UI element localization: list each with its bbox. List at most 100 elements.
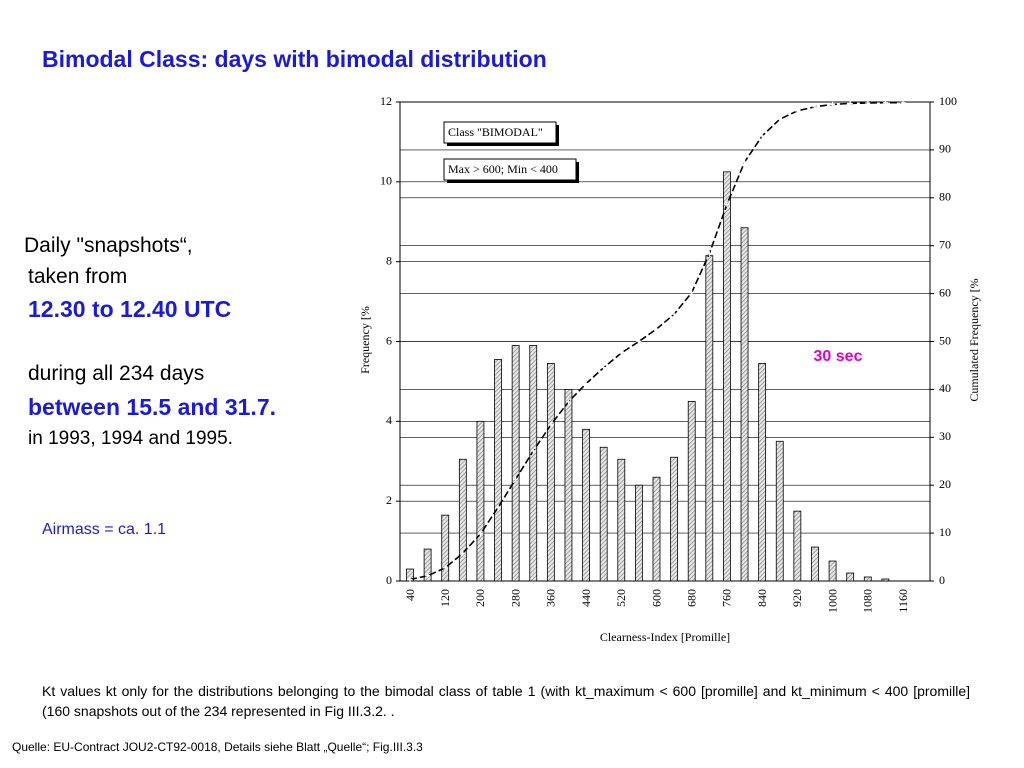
bar [582, 428, 590, 582]
bar [511, 345, 520, 582]
y2-tick-label: 70 [939, 237, 951, 251]
cumulative-marker [636, 339, 642, 344]
annotation: Class "BIMODAL" [448, 125, 543, 139]
x-tick-label: 760 [720, 589, 734, 607]
bar [670, 456, 679, 582]
cumulative-line [409, 101, 903, 581]
bar [652, 476, 661, 582]
x-tick-label: 680 [684, 589, 698, 607]
y-axis-label: Frequency [% [358, 306, 372, 374]
bar [634, 484, 643, 582]
y2-tick-label: 60 [939, 285, 951, 299]
bar [705, 255, 714, 582]
cumulative-marker [900, 100, 906, 106]
cumulative-marker [812, 104, 818, 110]
bar [687, 400, 696, 582]
y-tick-label: 12 [380, 94, 392, 108]
y-tick-label: 0 [386, 573, 392, 587]
y-tick-label: 8 [386, 253, 392, 267]
bar [881, 578, 890, 582]
y2-tick-label: 100 [939, 94, 957, 108]
y-tick-label: 10 [380, 174, 392, 188]
y-tick-label: 6 [386, 333, 392, 347]
x-tick-label: 520 [614, 589, 628, 607]
bar [458, 458, 467, 582]
y-tick-label: 2 [386, 493, 392, 507]
annotation-box [796, 344, 878, 370]
text-line: during all 234 days [28, 362, 205, 385]
text-line: Daily "snapshots“, [24, 234, 193, 257]
bar [599, 446, 608, 582]
y2-axis-label: Cumulated Frequency [% [967, 278, 981, 401]
cumulative-marker [425, 573, 431, 579]
bar [811, 546, 819, 582]
text-line: 12.30 to 12.40 UTC [28, 296, 232, 322]
y-tick-label: 4 [386, 413, 392, 427]
cumulative-marker [689, 290, 695, 296]
bar [564, 388, 573, 582]
cumulative-marker [671, 311, 677, 317]
bar [423, 548, 432, 582]
cumulative-marker [565, 399, 571, 405]
bar [828, 560, 837, 582]
caption: Kt values kt only for the distributions … [42, 683, 970, 719]
bar [758, 363, 767, 582]
bar [775, 440, 784, 582]
bar [846, 572, 855, 582]
bar [723, 171, 731, 582]
y2-tick-label: 10 [939, 525, 951, 539]
cumulative-marker [460, 550, 466, 556]
cumulative-marker [847, 100, 853, 106]
cumulative-marker [548, 422, 554, 428]
bar [476, 420, 485, 582]
cumulative-marker [706, 251, 712, 257]
source: Quelle: EU-Contract JOU2-CT92-0018, Deta… [12, 740, 423, 754]
cumulative-marker [742, 159, 748, 165]
x-tick-label: 360 [544, 589, 558, 607]
airmass: Airmass = ca. 1.1 [42, 521, 167, 538]
bar [740, 227, 749, 582]
cumulative-marker [882, 100, 888, 106]
y2-tick-label: 0 [939, 573, 945, 587]
x-tick-label: 840 [755, 589, 769, 607]
slide-title: Bimodal Class: days with bimodal distrib… [42, 46, 547, 72]
cumulative-marker [530, 448, 536, 454]
bar [441, 514, 450, 582]
bar [863, 576, 872, 582]
cumulative-marker [583, 381, 589, 387]
x-axis-label: Clearness-Index [Promille] [600, 630, 730, 644]
cumulative-marker [601, 365, 607, 371]
cumulative-marker [794, 108, 800, 114]
text-line: in 1993, 1994 and 1995. [28, 428, 233, 449]
x-tick-label: 600 [649, 589, 663, 607]
cumulative-marker [442, 565, 448, 571]
bar [546, 363, 555, 582]
cumulative-marker [865, 100, 871, 106]
y2-tick-label: 50 [939, 333, 951, 347]
x-tick-label: 1000 [825, 589, 839, 613]
text-line: taken from [28, 265, 128, 288]
annotation: Max > 600; Min < 400 [448, 162, 558, 176]
x-tick-label: 920 [790, 589, 804, 607]
cumulative-marker [654, 326, 659, 332]
x-tick-label: 120 [438, 589, 452, 607]
cumulative-marker [477, 531, 483, 537]
cumulative-marker [495, 504, 501, 510]
annotation-box [443, 158, 577, 181]
bar [529, 345, 538, 582]
cumulative-marker [759, 133, 765, 139]
x-tick-label: 1080 [861, 589, 875, 613]
x-tick-label: 200 [473, 589, 487, 607]
cumulative-marker [618, 350, 624, 356]
x-tick-label: 1160 [896, 589, 910, 613]
cumulative-marker [513, 476, 519, 482]
x-tick-label: 280 [508, 589, 522, 607]
x-tick-label: 40 [403, 589, 417, 601]
y2-tick-label: 20 [939, 477, 951, 491]
bar [793, 510, 802, 582]
text-line: between 15.5 and 31.7. [28, 394, 277, 420]
y2-tick-label: 40 [939, 381, 951, 395]
cumulative-marker [777, 116, 783, 122]
